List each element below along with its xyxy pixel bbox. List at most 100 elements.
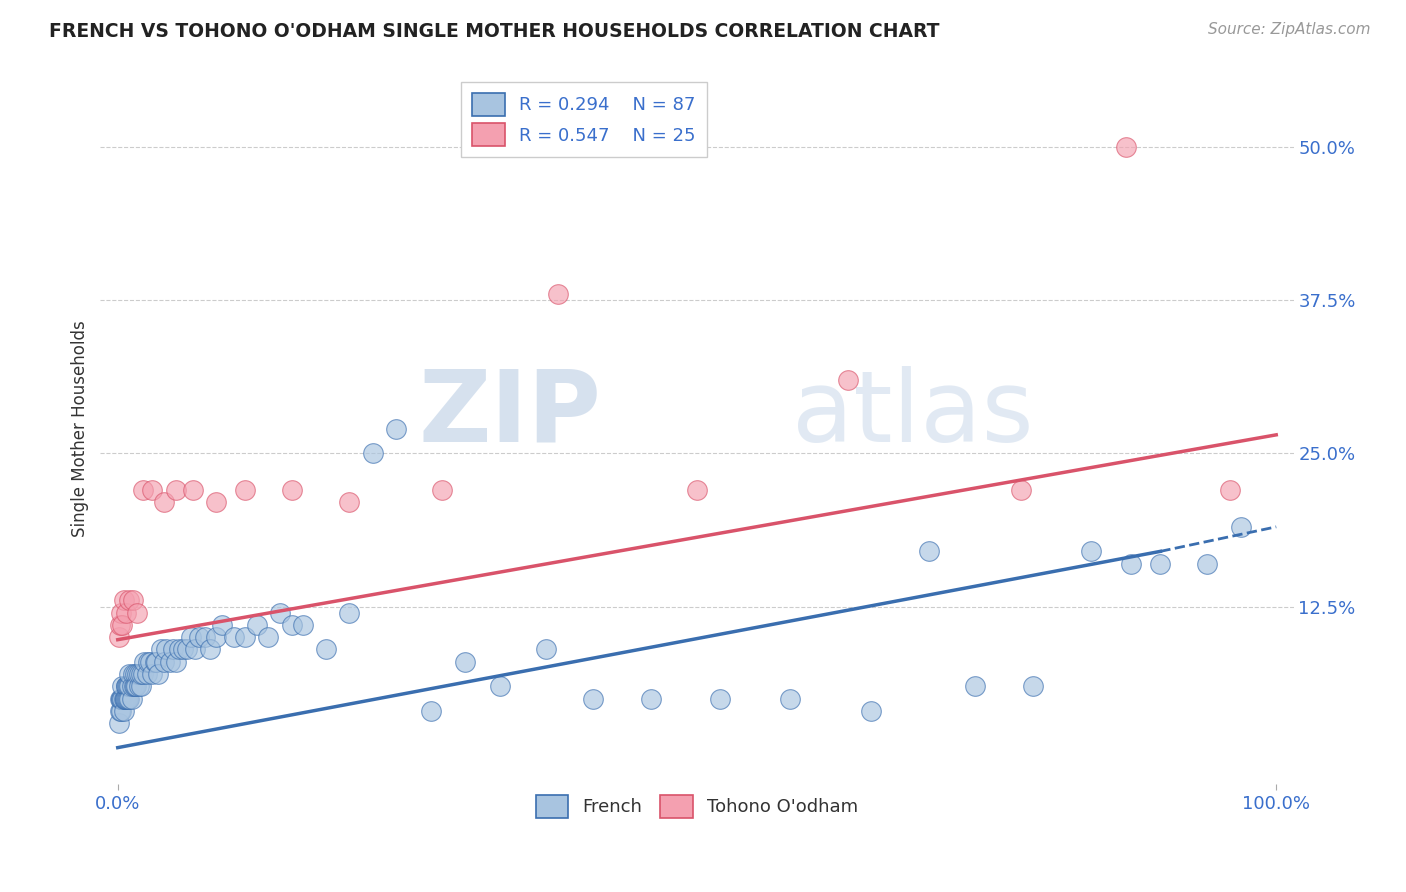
Point	[110, 606, 132, 620]
Point	[454, 655, 477, 669]
Point	[159, 655, 181, 669]
Point	[246, 618, 269, 632]
Point	[1022, 679, 1045, 693]
Point	[108, 716, 131, 731]
Y-axis label: Single Mother Households: Single Mother Households	[72, 320, 89, 537]
Point	[121, 679, 143, 693]
Point	[108, 630, 131, 644]
Point	[115, 679, 138, 693]
Point	[112, 593, 135, 607]
Text: Source: ZipAtlas.com: Source: ZipAtlas.com	[1208, 22, 1371, 37]
Point	[859, 704, 882, 718]
Point	[280, 618, 302, 632]
Point	[122, 679, 145, 693]
Point	[172, 642, 194, 657]
Point	[121, 667, 143, 681]
Point	[361, 446, 384, 460]
Point	[167, 642, 190, 657]
Point	[125, 679, 148, 693]
Point	[1121, 557, 1143, 571]
Point	[384, 422, 406, 436]
Point	[121, 593, 143, 607]
Point	[419, 704, 441, 718]
Point	[111, 618, 134, 632]
Point	[118, 593, 141, 607]
Point	[121, 691, 143, 706]
Point	[117, 679, 139, 693]
Point	[339, 606, 361, 620]
Point	[108, 618, 131, 632]
Point	[108, 691, 131, 706]
Point	[779, 691, 801, 706]
Point	[205, 630, 228, 644]
Point	[111, 691, 134, 706]
Point	[686, 483, 709, 497]
Point	[127, 667, 149, 681]
Point	[194, 630, 217, 644]
Point	[184, 642, 207, 657]
Point	[135, 667, 157, 681]
Point	[536, 642, 558, 657]
Point	[211, 618, 233, 632]
Point	[233, 630, 256, 644]
Point	[132, 483, 155, 497]
Point	[205, 495, 228, 509]
Point	[547, 286, 569, 301]
Point	[1080, 544, 1102, 558]
Point	[837, 373, 859, 387]
Point	[149, 642, 172, 657]
Point	[115, 606, 138, 620]
Point	[165, 483, 187, 497]
Point	[162, 642, 184, 657]
Text: FRENCH VS TOHONO O'ODHAM SINGLE MOTHER HOUSEHOLDS CORRELATION CHART: FRENCH VS TOHONO O'ODHAM SINGLE MOTHER H…	[49, 22, 939, 41]
Point	[1010, 483, 1032, 497]
Point	[963, 679, 986, 693]
Point	[280, 483, 302, 497]
Point	[153, 655, 176, 669]
Point	[115, 679, 138, 693]
Point	[129, 667, 152, 681]
Point	[339, 495, 361, 509]
Point	[582, 691, 605, 706]
Point	[143, 655, 166, 669]
Point	[110, 691, 132, 706]
Point	[148, 667, 170, 681]
Point	[124, 679, 146, 693]
Point	[132, 667, 155, 681]
Point	[709, 691, 731, 706]
Point	[118, 667, 141, 681]
Point	[118, 691, 141, 706]
Text: atlas: atlas	[793, 366, 1033, 463]
Point	[315, 642, 337, 657]
Point	[269, 606, 291, 620]
Point	[165, 655, 187, 669]
Point	[1230, 520, 1253, 534]
Point	[115, 691, 138, 706]
Point	[110, 691, 132, 706]
Point	[1195, 557, 1218, 571]
Point	[640, 691, 662, 706]
Point	[117, 691, 139, 706]
Point	[112, 691, 135, 706]
Point	[1115, 139, 1137, 153]
Point	[141, 483, 163, 497]
Point	[180, 630, 202, 644]
Point	[200, 642, 222, 657]
Point	[118, 679, 141, 693]
Point	[187, 630, 209, 644]
Point	[112, 704, 135, 718]
Point	[115, 691, 138, 706]
Point	[489, 679, 512, 693]
Point	[110, 704, 132, 718]
Point	[114, 691, 136, 706]
Text: ZIP: ZIP	[419, 366, 602, 463]
Point	[128, 679, 150, 693]
Point	[145, 655, 167, 669]
Point	[129, 679, 152, 693]
Point	[181, 483, 204, 497]
Point	[115, 679, 138, 693]
Point	[108, 704, 131, 718]
Point	[114, 691, 136, 706]
Point	[155, 642, 177, 657]
Point	[918, 544, 941, 558]
